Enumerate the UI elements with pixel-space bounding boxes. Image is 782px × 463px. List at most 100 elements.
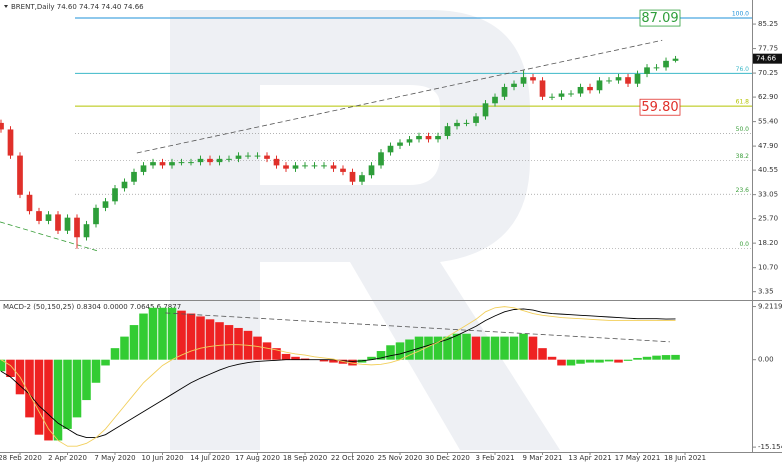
y-tick-label: 9.2119 (758, 303, 782, 311)
macd-header: MACD-2 (50,150,25) 0.8304 0.0000 7.0645 … (3, 303, 181, 311)
histogram-bar (519, 333, 528, 360)
candle-body (207, 158, 213, 163)
candle-body (653, 67, 660, 69)
candle-body (359, 175, 365, 182)
y-tick-label: 85.25 (758, 20, 778, 28)
candle-body (131, 171, 137, 182)
x-tick-label: 17 May 2021 (615, 454, 661, 462)
histogram-bar (500, 336, 509, 360)
candle-body (254, 155, 261, 157)
trend-line (0, 221, 99, 252)
candle-body (644, 67, 650, 74)
candle-body (378, 152, 384, 166)
candle-body (539, 80, 546, 97)
price-box-label: 59.80 (641, 100, 678, 115)
x-tick-label: 13 Apr 2021 (568, 454, 611, 462)
fib-label: 23.6 (736, 187, 750, 194)
y-tick-label: -15.154 (758, 443, 782, 451)
candle-body (435, 135, 441, 140)
histogram-bar (471, 336, 481, 360)
candle-body (74, 217, 80, 238)
trend-line (136, 39, 663, 154)
histogram-bar (642, 356, 652, 360)
candle-body (321, 165, 327, 167)
candle-body (273, 158, 280, 166)
candle-body (55, 214, 61, 231)
x-tick-label: 7 May 2020 (94, 454, 135, 462)
candle-body (615, 77, 622, 81)
candle-body (625, 77, 631, 84)
histogram-bar (623, 359, 633, 361)
histogram-bar (557, 359, 566, 366)
candle-body (387, 145, 394, 153)
trend-line (165, 312, 670, 343)
x-tick-label: 17 Aug 2020 (235, 454, 280, 462)
x-tick-label: 18 Sep 2020 (283, 454, 327, 462)
histogram-bar (652, 355, 661, 360)
candle-body (64, 217, 71, 231)
histogram-bar (262, 342, 272, 360)
price-box-label: 87.09 (641, 11, 678, 26)
histogram-bar (148, 307, 158, 360)
fib-label: 76.0 (736, 66, 750, 73)
histogram-bar (424, 336, 433, 360)
histogram-bar (538, 348, 547, 360)
y-tick-label: 62.90 (758, 93, 778, 101)
histogram-bar (253, 336, 262, 360)
candle-body (178, 162, 185, 164)
candle-body (283, 165, 289, 169)
candle-body (473, 116, 479, 123)
candle-body (226, 158, 232, 160)
candle-body (264, 155, 270, 159)
histogram-bar (205, 319, 215, 360)
histogram-bar (0, 359, 6, 372)
candle-body (197, 158, 204, 163)
histogram-bar (224, 325, 234, 360)
histogram-bar (34, 359, 44, 435)
histogram-bar (300, 358, 310, 360)
watermark-stem (170, 10, 260, 450)
histogram-bar (395, 342, 405, 360)
candle-body (140, 165, 147, 172)
price-box (639, 98, 681, 116)
histogram-bar (53, 359, 63, 441)
y-tick-label: 0.00 (758, 356, 774, 364)
histogram-bar (139, 313, 148, 360)
histogram-bar (509, 336, 519, 360)
histogram-bar (215, 322, 224, 360)
x-tick-label: 18 Jun 2021 (664, 454, 706, 462)
fib-label: 50.0 (736, 126, 750, 133)
candle-body (349, 171, 356, 182)
histogram-bar (72, 359, 82, 418)
histogram-bar (604, 359, 614, 362)
candle-body (235, 155, 242, 159)
candle-body (520, 77, 527, 84)
fib-label: 38.2 (736, 153, 750, 160)
fib-label: 61.8 (736, 99, 750, 106)
histogram-bar (547, 356, 557, 360)
histogram-bar (329, 359, 338, 363)
candle-body (482, 103, 489, 117)
candle-body (444, 126, 451, 136)
candle-body (340, 168, 346, 172)
candle-body (7, 129, 14, 156)
candle-body (549, 96, 555, 98)
candle-body (530, 77, 536, 81)
y-tick-label: 55.40 (758, 118, 778, 126)
price-box (639, 9, 681, 27)
candle-body (102, 201, 109, 208)
histogram-bar (91, 359, 101, 383)
candle-body (26, 194, 33, 212)
y-tick-label: 70.25 (758, 69, 778, 77)
histogram-bar (528, 336, 538, 360)
candle-body (216, 158, 223, 163)
menu-arrow[interactable] (4, 5, 8, 8)
histogram-bar (452, 333, 462, 360)
x-tick-label: 25 Nov 2020 (378, 454, 423, 462)
candle-body (188, 162, 194, 164)
x-tick-label: 2 Apr 2020 (48, 454, 87, 462)
candle-body (587, 86, 593, 91)
x-tick-label: 30 Dec 2020 (425, 454, 470, 462)
